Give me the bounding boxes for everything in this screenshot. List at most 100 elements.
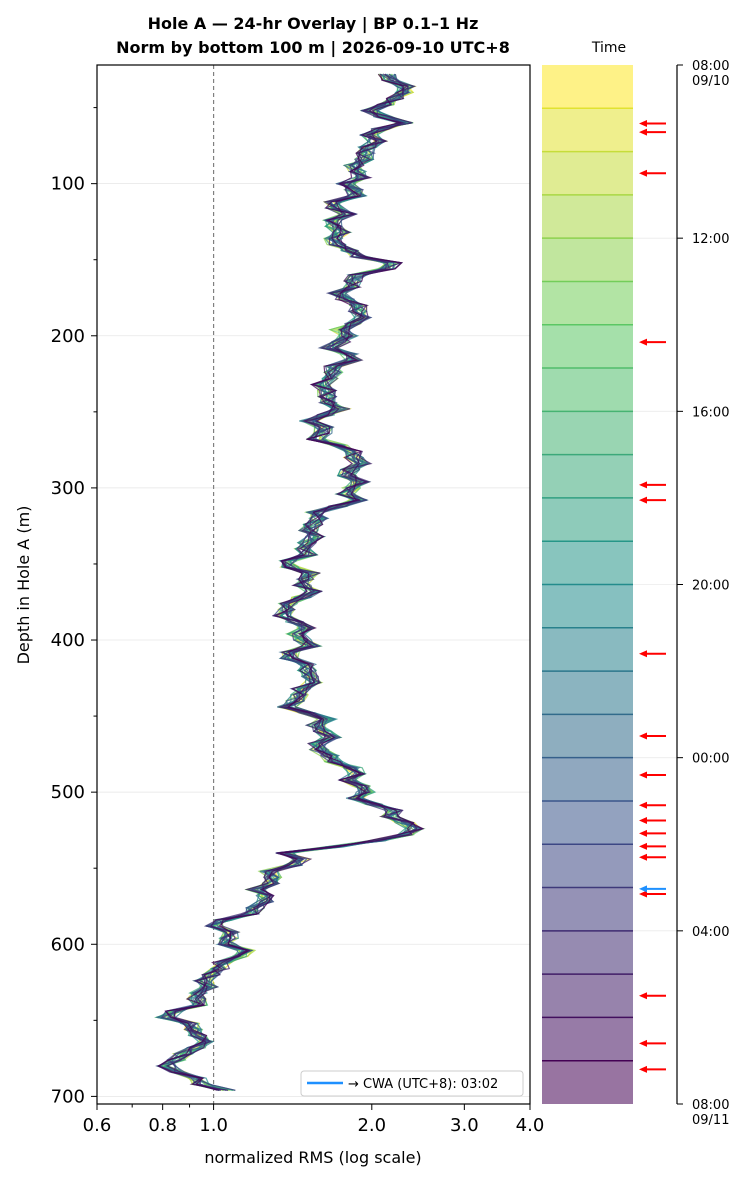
colorbar-tick-label: 04:00 [692,925,729,940]
colorbar-tick-sublabel: 09/11 [692,1113,729,1128]
event-arrow-marker [639,890,666,898]
series-line [154,73,413,1091]
event-arrow-marker [639,732,666,740]
series-line [170,73,411,1091]
colorbar-band [542,65,633,109]
colorbar-bands [542,65,677,1104]
colorbar-band [542,368,633,412]
series-line [157,73,425,1091]
colorbar-band [542,454,633,498]
event-arrow-marker [639,650,666,658]
colorbar-tick-label: 20:00 [692,579,729,594]
event-arrow-marker [639,801,666,809]
colorbar-tick-label: 08:00 [692,1098,729,1113]
y-tick-label: 100 [51,174,85,195]
series-line [165,74,415,1091]
series-line [169,73,423,1091]
event-arrow-marker [639,481,666,489]
colorbar-band [542,281,633,325]
series-line [156,73,417,1091]
series-line [160,73,415,1091]
series-line [154,73,426,1091]
x-tick-label: 0.8 [148,1115,177,1136]
colorbar-band [542,714,633,758]
y-tick-label: 200 [51,326,85,347]
series-group [154,73,426,1091]
x-tick-label: 3.0 [450,1115,479,1136]
colorbar-band [542,108,633,152]
colorbar-band [542,974,633,1018]
x-tick-label: 0.6 [83,1115,112,1136]
event-arrow-marker [639,992,666,1000]
series-line [158,73,415,1091]
cwa-arrow-marker [639,885,666,893]
event-arrow-marker [639,771,666,779]
y-tick-label: 300 [51,478,85,499]
colorbar-band [542,930,633,975]
chart-title-line2: Norm by bottom 100 m | 2026-09-10 UTC+8 [116,38,510,58]
colorbar-tick-label: 12:00 [692,232,729,247]
colorbar-band [542,1060,633,1104]
colorbar-tick-label: 08:00 [692,59,729,74]
colorbar-band [542,800,633,845]
profile-plot: 0.6 0.8 1.0 2.0 3.0 4.0 100 200 300 400 500 600 700… [14,64,545,1167]
colorbar-band [542,1017,633,1061]
colorbar-band [542,151,633,195]
event-markers [639,119,666,1073]
legend-box [300,1070,524,1097]
event-arrow-marker [639,1065,666,1073]
series-line [156,73,418,1091]
event-arrow-marker [639,496,666,504]
colorbar-band [542,238,633,282]
series-line [168,73,418,1091]
event-arrow-marker [639,169,666,177]
event-arrow-marker [639,816,666,824]
colorbar-tick-sublabel: 09/10 [692,74,729,89]
series-line [159,73,420,1091]
plot-frame [96,64,531,1105]
series-line [158,73,425,1091]
colorbar: Time 08:0009/1012:0016:0020:0000:0004:00… [542,40,729,1128]
x-tick-label: 2.0 [357,1115,386,1136]
series-line [156,73,417,1091]
x-axis-ticks: 0.6 0.8 1.0 2.0 3.0 4.0 [83,1104,545,1136]
y-axis-ticks: 100 200 300 400 500 600 700 [51,107,97,1107]
chart-title-line1: Hole A — 24-hr Overlay | BP 0.1–1 Hz [148,14,479,34]
colorbar-band [542,541,633,585]
colorbar-tick-label: 00:00 [692,752,729,767]
colorbar-axis: 08:0009/1012:0016:0020:0000:0004:0008:00… [676,59,729,1128]
series-line [165,73,422,1091]
event-arrow-marker [639,853,666,861]
colorbar-band [542,757,633,801]
series-line [161,74,416,1091]
x-tick-label: 4.0 [516,1115,545,1136]
colorbar-band [542,887,633,931]
y-tick-label: 500 [51,782,85,803]
colorbar-band [542,671,633,715]
legend[interactable]: → CWA (UTC+8): 03:02 [300,1070,524,1097]
colorbar-title: Time [591,40,626,56]
colorbar-band [542,324,633,369]
legend-label: → CWA (UTC+8): 03:02 [348,1077,498,1092]
event-arrow-marker [639,829,666,837]
x-axis-label: normalized RMS (log scale) [204,1148,421,1167]
colorbar-band [542,627,633,672]
y-axis-label: Depth in Hole A (m) [14,506,33,665]
x-tick-label: 1.0 [199,1115,228,1136]
y-tick-label: 400 [51,630,85,651]
series-line [159,73,414,1091]
series-line [164,73,423,1091]
colorbar-band [542,497,633,542]
grid-lines [97,183,530,1097]
series-line [155,73,418,1091]
y-tick-label: 600 [51,934,85,955]
event-arrow-marker [639,128,666,136]
event-arrow-marker [639,338,666,346]
series-line [165,73,423,1091]
colorbar-band [542,844,633,888]
y-tick-label: 700 [51,1086,85,1107]
event-arrow-marker [639,842,666,850]
colorbar-band [542,194,633,239]
colorbar-band [542,411,633,455]
